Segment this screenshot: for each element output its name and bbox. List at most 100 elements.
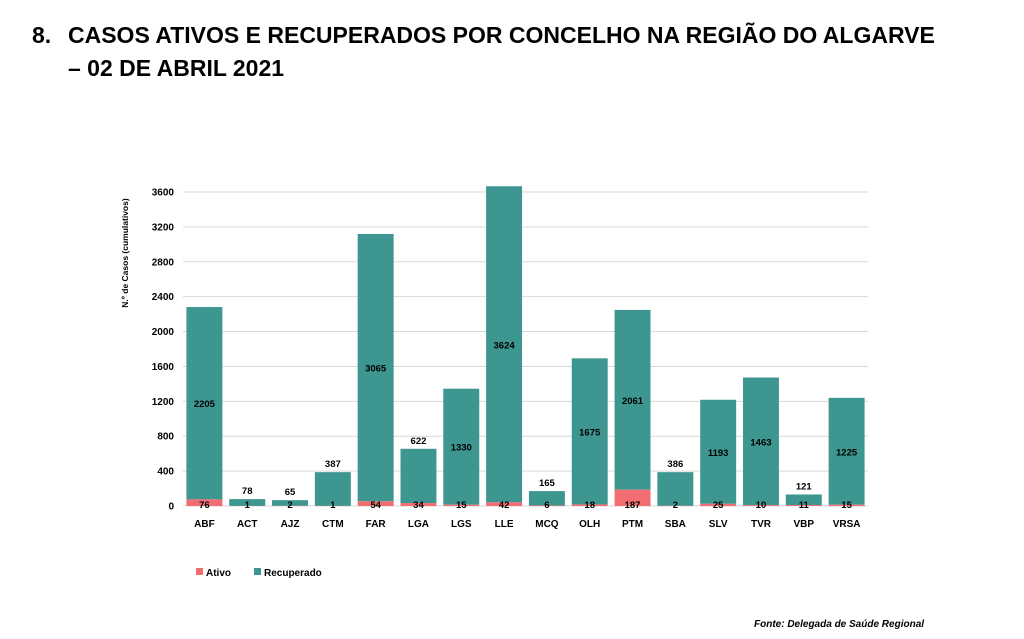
data-label-recuperado: 2205 <box>194 399 216 410</box>
data-label-recuperado: 165 <box>539 478 556 489</box>
data-label-ativo: 18 <box>584 500 595 511</box>
data-label-recuperado: 1330 <box>451 443 472 454</box>
bar-recuperado <box>700 399 737 504</box>
x-category-label: LGA <box>408 519 429 530</box>
bar-recuperado <box>828 397 865 505</box>
bar-recuperado <box>571 358 608 505</box>
bar-ativo <box>785 505 822 506</box>
y-tick-label: 1200 <box>152 397 175 408</box>
x-category-label: ACT <box>237 519 258 530</box>
y-tick-label: 3600 <box>152 188 175 199</box>
y-axis-ticks: 0 400 800 1200 1600 2000 2400 2800 3200 3600 <box>152 188 175 513</box>
bar-ativo <box>700 503 737 506</box>
chart-gridlines <box>183 191 868 507</box>
x-category-label: OLH <box>579 519 600 530</box>
bar-recuperado <box>400 448 437 504</box>
data-label-recuperado: 387 <box>325 459 341 470</box>
x-category-label: VRSA <box>833 519 861 530</box>
x-category-label: AJZ <box>281 519 300 530</box>
data-label-recuperado: 386 <box>667 459 683 470</box>
bar-recuperado <box>614 309 651 490</box>
bar-ativo <box>742 505 779 506</box>
bar-ativo <box>186 499 223 506</box>
legend-swatch <box>196 568 203 575</box>
data-label-ativo: 11 <box>799 500 810 511</box>
y-tick-label: 400 <box>157 467 174 478</box>
data-label-ativo: 76 <box>199 500 210 511</box>
data-labels: 76 2205 1 78 2 65 1 387 54 3065 34 622 15 1330 42 3624 6… <box>194 340 858 511</box>
data-label-recuperado: 1225 <box>836 447 858 458</box>
bar-recuperado <box>785 494 822 506</box>
y-tick-label: 800 <box>157 432 174 443</box>
bar-recuperado <box>486 186 523 503</box>
y-tick-label: 1600 <box>152 362 175 373</box>
data-label-recuperado: 3065 <box>365 364 387 375</box>
y-tick-label: 2400 <box>152 292 175 303</box>
bar-recuperado <box>742 377 779 506</box>
data-label-recuperado: 3624 <box>494 340 516 351</box>
data-label-ativo: 2 <box>287 500 292 511</box>
x-category-label: SBA <box>665 519 686 530</box>
x-category-label: MCQ <box>535 519 559 530</box>
bar-ativo <box>357 501 394 506</box>
x-category-label: ABF <box>194 519 215 530</box>
bar-recuperado <box>314 472 351 506</box>
source-note: Fonte: Delegada de Saúde Regional <box>754 619 925 630</box>
bar-ativo <box>400 503 437 506</box>
x-axis-categories: ABF ACT AJZ CTM FAR LGA LGS LLE MCQ OLH PTM SBA SLV T… <box>194 519 860 530</box>
data-label-ativo: 15 <box>841 500 852 511</box>
bar-ativo <box>528 505 565 506</box>
legend-swatch <box>254 568 261 575</box>
x-category-label: PTM <box>622 519 643 530</box>
y-tick-label: 0 <box>168 502 174 513</box>
data-label-recuperado: 1675 <box>579 427 601 438</box>
section-number: 8. <box>32 22 52 48</box>
data-label-recuperado: 622 <box>411 436 427 447</box>
data-label-ativo: 1 <box>245 500 251 511</box>
x-category-label: LLE <box>495 519 514 530</box>
data-label-ativo: 54 <box>370 500 381 511</box>
y-axis-label: N.º de Casos (cumulativos) <box>120 198 130 308</box>
data-label-ativo: 34 <box>413 500 424 511</box>
data-label-ativo: 25 <box>713 500 724 511</box>
data-label-ativo: 2 <box>673 500 678 511</box>
heading-title-line2: – 02 DE ABRIL 2021 <box>68 55 285 81</box>
x-category-label: SLV <box>709 519 728 530</box>
data-label-recuperado: 65 <box>285 487 296 498</box>
legend-label: Ativo <box>206 568 231 579</box>
data-label-recuperado: 2061 <box>622 396 644 407</box>
x-category-label: CTM <box>322 519 344 530</box>
data-label-recuperado: 121 <box>796 481 813 492</box>
x-category-label: VBP <box>794 519 815 530</box>
bar-ativo <box>571 504 608 506</box>
bar-recuperado <box>528 491 565 506</box>
bar-recuperado <box>443 388 480 505</box>
chart-legend: Ativo Recuperado <box>196 568 322 579</box>
y-tick-label: 2800 <box>152 257 175 268</box>
bar-ativo <box>443 504 480 506</box>
data-label-ativo: 187 <box>625 500 641 511</box>
x-category-label: FAR <box>366 519 387 530</box>
data-label-ativo: 1 <box>330 500 336 511</box>
bar-recuperado <box>229 499 266 506</box>
x-category-label: TVR <box>751 519 772 530</box>
data-label-ativo: 10 <box>756 500 767 511</box>
data-label-recuperado: 78 <box>242 486 253 497</box>
y-tick-label: 3200 <box>152 222 175 233</box>
bar-ativo <box>614 489 651 506</box>
data-label-recuperado: 1463 <box>750 437 771 448</box>
data-label-ativo: 15 <box>456 500 467 511</box>
x-category-label: LGS <box>451 519 472 530</box>
bar-ativo <box>486 502 523 506</box>
heading-title-line1: CASOS ATIVOS E RECUPERADOS POR CONCELHO … <box>68 22 935 48</box>
y-tick-label: 2000 <box>152 327 175 338</box>
data-label-recuperado: 1193 <box>708 448 729 459</box>
bar-recuperado <box>357 233 394 502</box>
bar-recuperado <box>186 307 223 500</box>
bar-recuperado <box>657 472 694 506</box>
data-label-ativo: 6 <box>544 500 549 511</box>
bar-ativo <box>828 504 865 506</box>
bar-recuperado <box>272 500 309 506</box>
chart-bars <box>186 186 865 506</box>
